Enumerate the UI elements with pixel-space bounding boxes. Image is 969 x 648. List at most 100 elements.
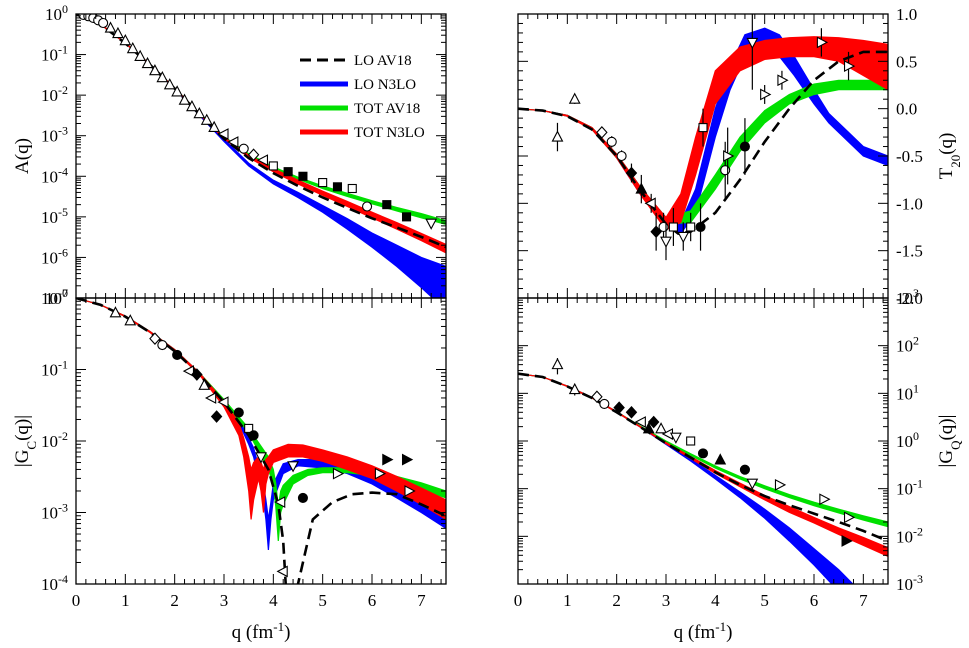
- data-point: [606, 136, 617, 147]
- data-point: [233, 407, 244, 418]
- data-point: [287, 461, 299, 473]
- y-tick-label: 0.0: [896, 100, 917, 119]
- x-tick-label: 7: [417, 591, 426, 610]
- data-point: [191, 368, 203, 381]
- data-point: [274, 496, 286, 508]
- data-point: [374, 467, 387, 480]
- legend-label-tot_av18: TOT AV18: [354, 101, 420, 117]
- y-tick-label: 103: [896, 286, 919, 308]
- data-point: [198, 378, 211, 390]
- data-point: [172, 349, 183, 360]
- series-band-tot_n3lo: [76, 298, 446, 521]
- data-point: [297, 492, 308, 503]
- y-tick-label: 100: [45, 2, 68, 24]
- data-point: [843, 60, 856, 72]
- data-point: [178, 93, 191, 105]
- y-tick-label: 10-3: [41, 501, 68, 523]
- x-tick-label: 6: [810, 591, 819, 610]
- legend-label-tot_n3lo: TOT N3LO: [354, 125, 425, 141]
- data-point: [714, 453, 727, 465]
- data-point: [723, 150, 735, 162]
- data-point: [248, 430, 259, 441]
- series-line-lo_av18: [76, 14, 446, 249]
- legend: LO AV18 LO N3LO TOT AV18 TOT N3LO: [300, 53, 425, 141]
- plot-area-GC: [76, 298, 446, 584]
- y-tick-label: 100: [45, 286, 68, 308]
- y-tick-label: -1.0: [896, 194, 923, 213]
- data-point: [332, 467, 345, 480]
- data-point: [134, 49, 147, 61]
- data-point: [256, 154, 269, 167]
- series-line-lo_av18: [518, 372, 888, 543]
- data-point: [746, 37, 759, 50]
- y-axis-title-GC: |GC(q)|: [12, 415, 39, 467]
- data-point: [238, 143, 249, 154]
- data-point: [382, 200, 392, 210]
- data-point: [298, 171, 308, 181]
- y-tick-label: 10-1: [41, 358, 68, 380]
- data-point: [777, 74, 789, 87]
- data-point: [227, 136, 239, 148]
- data-point: [551, 357, 564, 370]
- plot-area-GQ: [518, 357, 888, 584]
- y-tick-label: 10-4: [41, 572, 68, 594]
- data-point: [347, 183, 357, 194]
- data-point: [596, 126, 608, 139]
- plot-area-T20: [518, 14, 888, 261]
- x-tick-label: 5: [318, 591, 327, 610]
- legend-label-lo_n3lo: LO N3LO: [354, 77, 416, 93]
- x-axis-title: q (fm-1): [232, 619, 291, 644]
- x-tick-label: 4: [269, 591, 278, 610]
- data-point: [425, 218, 438, 230]
- data-point: [112, 26, 124, 39]
- data-point: [401, 453, 414, 466]
- data-point: [109, 306, 122, 318]
- data-point: [157, 339, 168, 351]
- data-point: [318, 178, 328, 188]
- data-point: [126, 41, 139, 54]
- data-point: [193, 106, 206, 119]
- y-tick-label: 10-6: [41, 245, 68, 267]
- data-point: [625, 166, 638, 180]
- y-tick-label: -0.5: [896, 147, 923, 166]
- x-tick-label: 1: [121, 591, 130, 610]
- plot-area-A: [76, 14, 446, 298]
- data-point: [141, 56, 154, 69]
- data-point: [591, 390, 603, 404]
- data-point: [697, 448, 709, 459]
- y-tick-label: -1.5: [896, 242, 923, 261]
- data-point: [283, 167, 293, 177]
- data-point: [217, 128, 229, 140]
- data-point: [382, 453, 394, 466]
- y-tick-label: 0.5: [896, 52, 917, 71]
- panel-T20: -2.0 -1.5 -1.0 -0.5 0.0 0.5 1.0 T20(q): [517, 5, 963, 308]
- data-point: [208, 120, 221, 132]
- data-point: [669, 432, 682, 444]
- data-point: [686, 222, 696, 232]
- y-tick-label: 10-2: [41, 83, 68, 105]
- data-point: [739, 141, 750, 152]
- data-point: [634, 416, 646, 428]
- data-point: [404, 485, 416, 497]
- x-axis-title: q (fm-1): [674, 619, 733, 644]
- data-point: [698, 123, 708, 133]
- data-point: [119, 33, 132, 46]
- y-tick-label: 10-3: [41, 124, 68, 146]
- data-point: [655, 422, 667, 434]
- data-point: [625, 405, 638, 419]
- data-point: [149, 64, 161, 76]
- data-point: [210, 410, 223, 423]
- x-tick-label: 2: [612, 591, 621, 610]
- y-axis-title-A: A(q): [12, 138, 33, 174]
- data-point: [739, 464, 750, 475]
- data-point: [819, 493, 831, 506]
- data-point: [186, 99, 198, 112]
- data-point: [104, 21, 117, 33]
- panel-GQ: 0 1 2 3 4 5 6 7 q (fm-1) 10-3 10-2 10-1 100 101 102 103…: [514, 286, 963, 644]
- data-point: [247, 148, 260, 162]
- data-point: [677, 231, 690, 244]
- data-point: [551, 130, 564, 142]
- y-axis-title-T20: T20(q): [936, 133, 963, 180]
- data-point: [124, 314, 137, 326]
